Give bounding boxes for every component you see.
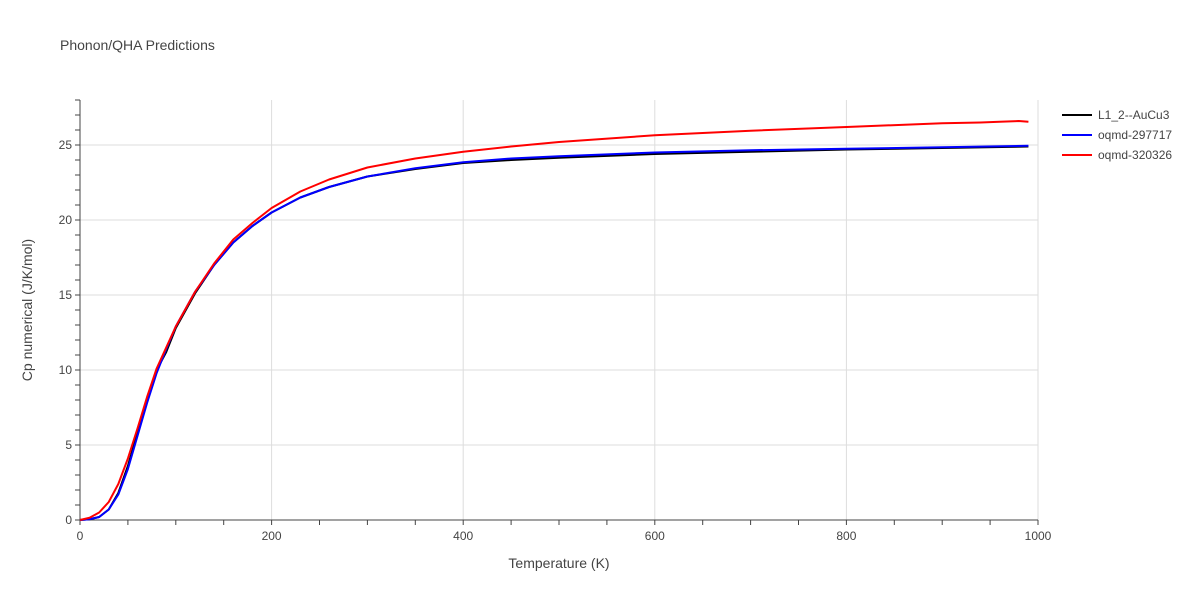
x-tick-label: 0 xyxy=(77,529,84,543)
legend-label: oqmd-297717 xyxy=(1098,128,1172,142)
x-tick-label: 1000 xyxy=(1025,529,1052,543)
series-group xyxy=(79,120,1029,521)
x-tick-label: 200 xyxy=(262,529,282,543)
x-tick-label: 600 xyxy=(645,529,665,543)
series-line-0 xyxy=(79,145,1029,521)
y-tick-label: 15 xyxy=(59,288,73,302)
x-axis-label: Temperature (K) xyxy=(508,555,609,571)
y-tick-label: 10 xyxy=(59,363,73,377)
chart-title: Phonon/QHA Predictions xyxy=(60,37,215,53)
y-tick-label: 25 xyxy=(59,138,73,152)
legend-item[interactable]: oqmd-320326 xyxy=(1062,148,1172,162)
y-tick-label: 0 xyxy=(65,513,72,527)
series-line-1 xyxy=(79,144,1029,521)
legend-label: oqmd-320326 xyxy=(1098,148,1172,162)
legend-label: L1_2--AuCu3 xyxy=(1098,108,1170,122)
series-line-2 xyxy=(79,120,1029,521)
x-tick-label: 400 xyxy=(453,529,473,543)
legend-item[interactable]: oqmd-297717 xyxy=(1062,128,1172,142)
x-tick-label: 800 xyxy=(836,529,856,543)
y-tick-label: 5 xyxy=(65,438,72,452)
y-axis-label: Cp numerical (J/K/mol) xyxy=(19,239,35,381)
y-tick-label: 20 xyxy=(59,213,73,227)
axes: 0 200 400 600 800 1000 0 5 10 15 20 25 xyxy=(59,99,1052,543)
legend[interactable]: L1_2--AuCu3 oqmd-297717 oqmd-320326 xyxy=(1062,108,1172,162)
legend-item[interactable]: L1_2--AuCu3 xyxy=(1062,108,1170,122)
grid xyxy=(80,100,1039,520)
